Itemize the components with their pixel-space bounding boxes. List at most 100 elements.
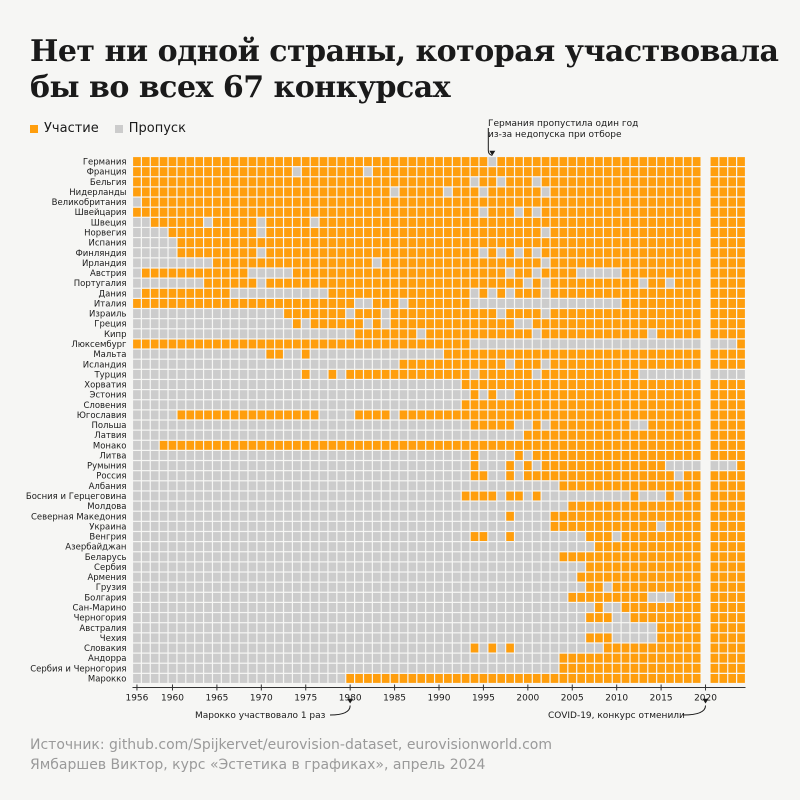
cell-participation <box>532 359 541 369</box>
cell-participation <box>310 319 319 329</box>
cell-skip <box>150 542 159 552</box>
cell-skip <box>346 349 354 359</box>
cell-participation <box>346 167 354 177</box>
cell-participation <box>221 268 230 278</box>
cell-skip <box>506 430 514 440</box>
cell-skip <box>284 532 292 542</box>
cell-participation <box>728 501 737 511</box>
cell-skip <box>133 532 141 542</box>
cell-participation <box>319 207 328 217</box>
cell-participation <box>506 329 514 339</box>
cell-participation <box>221 248 230 258</box>
cell-skip <box>239 511 248 521</box>
cell-participation <box>595 592 603 602</box>
cell-skip <box>444 542 452 552</box>
cell-skip <box>461 481 470 491</box>
cell-participation <box>399 288 408 298</box>
cell-participation <box>328 177 337 187</box>
cell-skip <box>452 633 461 643</box>
cell-participation <box>372 207 381 217</box>
cell-participation <box>728 532 737 542</box>
cell-participation <box>692 167 701 177</box>
cell-participation <box>577 288 585 298</box>
cell-skip <box>328 461 337 471</box>
cell-participation <box>559 167 568 177</box>
cell-skip <box>159 471 168 481</box>
cell-skip <box>399 430 408 440</box>
cell-participation <box>559 187 568 197</box>
cell-skip <box>568 603 577 612</box>
cell-participation <box>603 562 612 572</box>
cell-participation <box>284 217 292 227</box>
cell-skip <box>515 542 523 552</box>
cell-skip <box>159 653 168 663</box>
cell-skip <box>435 592 443 602</box>
cell-skip <box>364 663 372 673</box>
cell-participation <box>657 238 665 248</box>
cell-skip <box>364 167 372 177</box>
cell-participation <box>195 410 203 420</box>
cell-skip <box>408 390 417 400</box>
cell-participation <box>675 592 683 602</box>
cell-participation <box>737 410 745 420</box>
cell-skip <box>141 521 150 531</box>
cell-skip <box>141 491 150 501</box>
cell-participation <box>692 623 701 633</box>
cell-participation <box>390 248 399 258</box>
cell-skip <box>230 643 239 653</box>
cell-participation <box>648 501 657 511</box>
cell-skip <box>248 451 257 460</box>
cell-participation <box>506 410 514 420</box>
cell-participation <box>630 572 639 582</box>
cell-participation <box>728 177 737 187</box>
cell-skip <box>159 562 168 572</box>
cell-skip <box>257 451 266 460</box>
cell-participation <box>488 309 497 319</box>
cell-participation <box>568 369 577 379</box>
cell-participation <box>568 217 577 227</box>
cell-skip <box>390 653 399 663</box>
cell-participation <box>444 369 452 379</box>
cell-participation <box>141 197 150 207</box>
cell-skip <box>230 562 239 572</box>
x-tick-label: 1956 <box>125 694 148 704</box>
cell-participation <box>657 663 665 673</box>
cell-skip <box>381 349 390 359</box>
cell-participation <box>488 420 497 430</box>
cell-participation <box>559 157 568 167</box>
cell-skip <box>435 572 443 582</box>
cell-skip <box>497 390 506 400</box>
cell-participation <box>284 248 292 258</box>
cell-participation <box>639 471 648 481</box>
cell-participation <box>133 207 141 217</box>
cell-skip <box>186 349 195 359</box>
cell-skip <box>195 613 203 623</box>
cell-skip <box>381 532 390 542</box>
cell-skip <box>355 623 363 633</box>
cell-skip <box>159 491 168 501</box>
cell-participation <box>559 217 568 227</box>
cell-participation <box>390 268 399 278</box>
cell-participation <box>159 288 168 298</box>
cell-skip <box>284 329 292 339</box>
cell-skip <box>355 582 363 592</box>
cell-skip <box>417 390 426 400</box>
cell-skip <box>381 359 390 369</box>
cell-skip <box>310 592 319 602</box>
cell-skip <box>150 329 159 339</box>
cell-skip <box>497 430 506 440</box>
cell-participation <box>719 521 728 531</box>
cell-participation <box>612 349 621 359</box>
cell-participation <box>372 268 381 278</box>
cell-participation <box>621 643 630 653</box>
cell-skip <box>577 582 585 592</box>
cell-participation <box>719 288 728 298</box>
cell-participation <box>257 258 266 268</box>
cell-skip <box>470 339 479 349</box>
cell-participation <box>239 207 248 217</box>
cell-skip <box>150 359 159 369</box>
cell-skip <box>186 542 195 552</box>
cell-skip <box>435 349 443 359</box>
cell-participation <box>479 359 488 369</box>
cell-participation <box>648 187 657 197</box>
